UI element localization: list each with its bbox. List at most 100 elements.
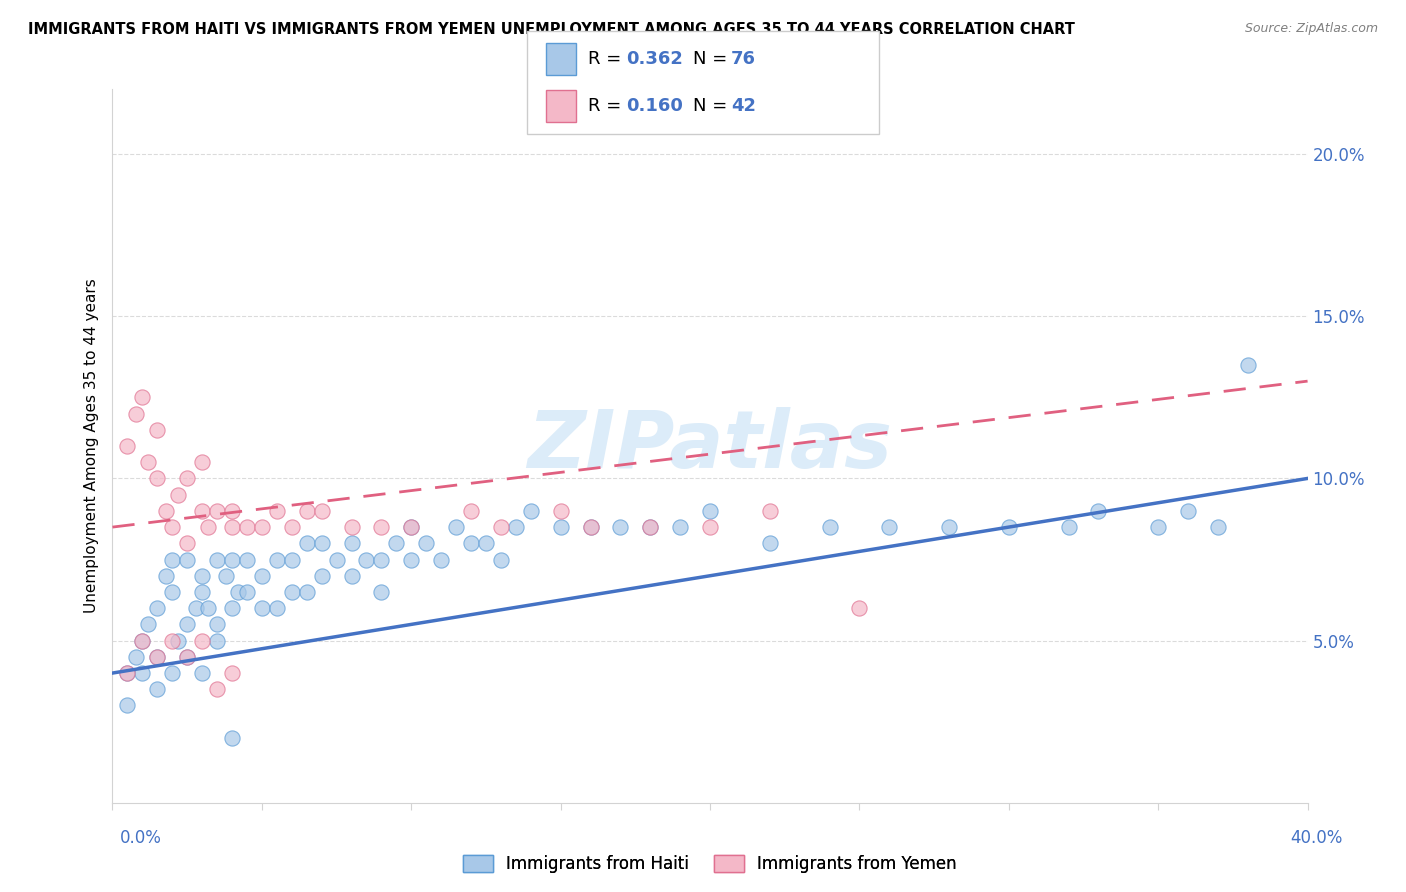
Text: 0.0%: 0.0% <box>120 829 162 847</box>
Point <box>221 601 243 615</box>
Point <box>385 536 408 550</box>
Text: R =: R = <box>588 50 627 69</box>
Point <box>221 666 243 681</box>
Point <box>125 407 148 421</box>
Point <box>444 520 467 534</box>
Text: 76: 76 <box>731 50 756 69</box>
Point <box>155 568 177 582</box>
Point <box>176 552 198 566</box>
Point <box>146 601 169 615</box>
Text: 0.160: 0.160 <box>626 97 682 115</box>
Point <box>162 552 183 566</box>
Point <box>197 601 219 615</box>
Point <box>176 649 198 664</box>
Point <box>138 617 160 632</box>
Point <box>146 649 169 664</box>
Point <box>146 471 169 485</box>
Point <box>370 520 392 534</box>
Point <box>191 455 214 469</box>
Point <box>938 520 960 534</box>
Point <box>311 568 333 582</box>
Point <box>125 649 148 664</box>
Text: 42: 42 <box>731 97 756 115</box>
Point <box>550 504 572 518</box>
Point <box>131 390 153 404</box>
Point <box>505 520 527 534</box>
Point <box>489 552 512 566</box>
Point <box>191 585 214 599</box>
Point <box>236 552 259 566</box>
Point <box>401 520 423 534</box>
Point <box>250 520 273 534</box>
Point <box>818 520 841 534</box>
Point <box>1206 520 1229 534</box>
Point <box>759 504 782 518</box>
Point <box>415 536 437 550</box>
Point <box>131 633 153 648</box>
Point <box>162 520 183 534</box>
Point <box>640 520 662 534</box>
Point <box>205 617 228 632</box>
Y-axis label: Unemployment Among Ages 35 to 44 years: Unemployment Among Ages 35 to 44 years <box>83 278 98 614</box>
Point <box>356 552 378 566</box>
Point <box>236 585 259 599</box>
Text: 0.362: 0.362 <box>626 50 682 69</box>
Point <box>191 568 214 582</box>
Point <box>370 585 392 599</box>
Text: Source: ZipAtlas.com: Source: ZipAtlas.com <box>1244 22 1378 36</box>
Point <box>197 520 219 534</box>
Point <box>430 552 453 566</box>
Text: R =: R = <box>588 97 627 115</box>
Point <box>191 504 214 518</box>
Point <box>1087 504 1109 518</box>
Point <box>167 633 190 648</box>
Point <box>520 504 543 518</box>
Point <box>162 633 183 648</box>
Point <box>1147 520 1170 534</box>
Point <box>295 585 318 599</box>
Point <box>1177 504 1199 518</box>
Point <box>250 568 273 582</box>
Point <box>221 520 243 534</box>
Text: ZIPatlas: ZIPatlas <box>527 407 893 485</box>
Point <box>176 617 198 632</box>
Point <box>266 504 288 518</box>
Point <box>117 439 139 453</box>
Point <box>401 552 423 566</box>
Point <box>879 520 901 534</box>
Point <box>146 649 169 664</box>
Point <box>117 666 139 681</box>
Point <box>117 698 139 713</box>
Point <box>205 552 228 566</box>
Point <box>176 536 198 550</box>
Point <box>460 504 482 518</box>
Point <box>669 520 692 534</box>
Point <box>155 504 177 518</box>
Point <box>281 552 304 566</box>
Point <box>131 666 153 681</box>
Point <box>167 488 190 502</box>
Point <box>215 568 238 582</box>
Point <box>609 520 631 534</box>
Point <box>191 633 214 648</box>
Point <box>340 520 363 534</box>
Point <box>699 504 721 518</box>
Point <box>998 520 1021 534</box>
Point <box>162 666 183 681</box>
Point <box>281 585 304 599</box>
Point <box>311 504 333 518</box>
Point <box>325 552 347 566</box>
Point <box>221 552 243 566</box>
Legend: Immigrants from Haiti, Immigrants from Yemen: Immigrants from Haiti, Immigrants from Y… <box>457 848 963 880</box>
Point <box>146 423 169 437</box>
Point <box>226 585 249 599</box>
Text: N =: N = <box>693 50 733 69</box>
Point <box>579 520 602 534</box>
Point <box>340 536 363 550</box>
Text: N =: N = <box>693 97 733 115</box>
Point <box>191 666 214 681</box>
Point <box>131 633 153 648</box>
Point <box>176 471 198 485</box>
Point <box>221 504 243 518</box>
Point <box>221 731 243 745</box>
